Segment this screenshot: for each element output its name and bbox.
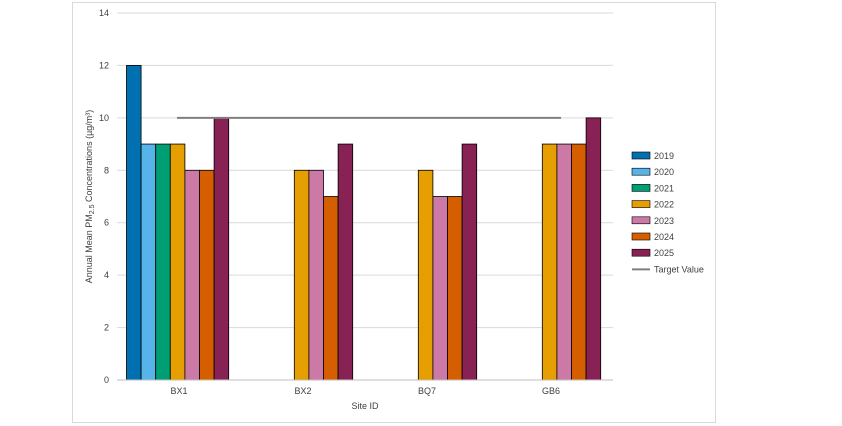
y-axis-title-main: Annual Mean PM bbox=[84, 214, 94, 283]
y-tick-label-12: 12 bbox=[99, 60, 109, 70]
y-axis-title-subscript: 2.5 bbox=[89, 204, 96, 214]
legend-label-2025: 2025 bbox=[654, 248, 674, 258]
x-axis-title: Site ID bbox=[351, 401, 379, 411]
bar-BX1-2023 bbox=[184, 169, 200, 381]
y-tick-label-14: 14 bbox=[99, 8, 109, 18]
legend-swatch-2023 bbox=[631, 216, 651, 225]
legend-label-target-value: Target Value bbox=[654, 264, 704, 274]
y-tick-label-10: 10 bbox=[99, 113, 109, 123]
legend-label-2023: 2023 bbox=[654, 216, 674, 226]
legend-swatch-2025 bbox=[631, 248, 651, 257]
bar-BX1-2021 bbox=[155, 143, 171, 381]
legend-label-2019: 2019 bbox=[654, 151, 674, 161]
legend-swatch-2020 bbox=[631, 167, 651, 176]
legend-label-2021: 2021 bbox=[654, 183, 674, 193]
legend: 2019 2020 2021 2022 2023 2024 2025 Target Value bbox=[631, 151, 704, 274]
bar-BX2-2022 bbox=[293, 169, 310, 381]
y-tick-label-4: 4 bbox=[104, 270, 109, 280]
axes: 0 2 4 6 8 10 12 14 BX1 BX2 BQ7 GB6 Site ID Annual Mea… bbox=[84, 8, 613, 411]
bar-BQ7-2022 bbox=[417, 169, 434, 381]
chart-frame: 0 2 4 6 8 10 12 14 BX1 BX2 BQ7 GB6 Site ID Annual Mea… bbox=[72, 2, 716, 423]
bar-GB6-2024 bbox=[571, 143, 587, 381]
bar-BX2-2024 bbox=[323, 196, 339, 381]
y-tick-label-8: 8 bbox=[104, 165, 109, 175]
x-tick-label-BX2: BX2 bbox=[294, 386, 311, 396]
bar-BQ7-2025 bbox=[461, 143, 478, 381]
legend-label-2022: 2022 bbox=[654, 200, 674, 210]
legend-swatch-2021 bbox=[631, 184, 651, 192]
bar-GB6-2023 bbox=[556, 143, 572, 381]
y-axis-title-units: Concentrations (µg/m³) bbox=[84, 110, 94, 205]
x-tick-label-BX1: BX1 bbox=[170, 386, 187, 396]
legend-swatch-2022 bbox=[631, 200, 651, 208]
bar-BQ7-2024 bbox=[447, 196, 463, 381]
legend-swatch-2024 bbox=[631, 232, 651, 241]
legend-swatch-2019 bbox=[631, 151, 651, 160]
y-tick-label-2: 2 bbox=[104, 323, 109, 333]
y-tick-label-0: 0 bbox=[104, 375, 109, 385]
bar-BX1-2019 bbox=[126, 65, 142, 381]
legend-label-2020: 2020 bbox=[654, 167, 674, 177]
bar-BX1-2024 bbox=[199, 169, 215, 381]
y-axis-title: Annual Mean PM2.5 Concentrations (µg/m³) bbox=[84, 110, 96, 284]
bar-BX2-2023 bbox=[308, 169, 324, 381]
bar-BX2-2025 bbox=[337, 143, 354, 381]
legend-label-2024: 2024 bbox=[654, 232, 674, 242]
bar-BX1-2020 bbox=[140, 143, 157, 381]
pm25-bar-chart: 0 2 4 6 8 10 12 14 BX1 BX2 BQ7 GB6 Site ID Annual Mea… bbox=[84, 8, 704, 411]
bar-GB6-2025 bbox=[585, 117, 602, 381]
x-tick-label-GB6: GB6 bbox=[542, 386, 560, 396]
bar-BQ7-2023 bbox=[432, 196, 448, 381]
bar-BX1-2025 bbox=[213, 117, 230, 381]
bars bbox=[126, 65, 602, 381]
bar-BX1-2022 bbox=[169, 143, 186, 381]
bar-GB6-2022 bbox=[541, 143, 558, 381]
y-tick-label-6: 6 bbox=[104, 218, 109, 228]
x-tick-label-BQ7: BQ7 bbox=[418, 386, 436, 396]
